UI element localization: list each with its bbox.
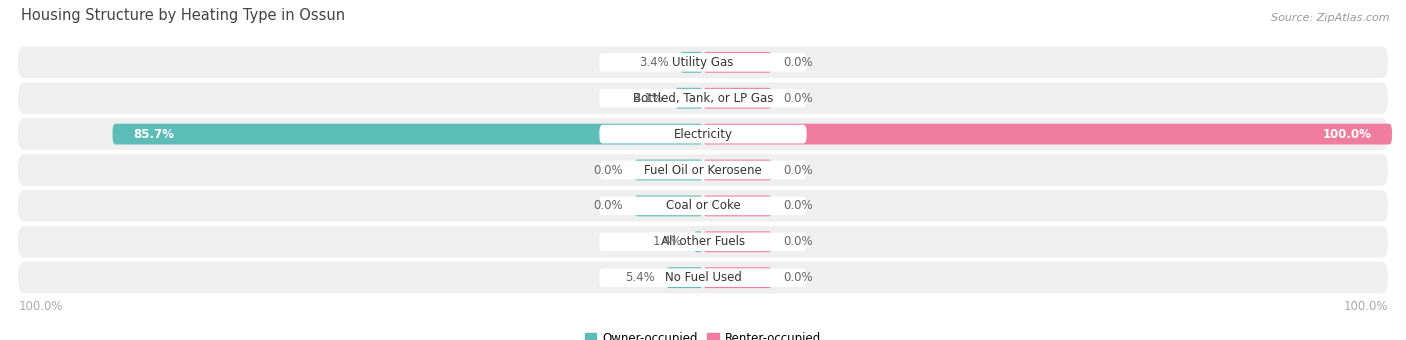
Text: 0.0%: 0.0% <box>593 199 623 212</box>
Text: 0.0%: 0.0% <box>783 271 813 284</box>
Text: 1.4%: 1.4% <box>652 235 682 248</box>
Text: 85.7%: 85.7% <box>134 128 174 141</box>
Text: 100.0%: 100.0% <box>18 300 63 313</box>
FancyBboxPatch shape <box>599 161 807 179</box>
Text: 0.0%: 0.0% <box>783 56 813 69</box>
FancyBboxPatch shape <box>666 267 703 288</box>
FancyBboxPatch shape <box>18 118 1388 150</box>
Text: Utility Gas: Utility Gas <box>672 56 734 69</box>
Text: 0.0%: 0.0% <box>783 199 813 212</box>
Text: 5.4%: 5.4% <box>626 271 655 284</box>
Text: 0.0%: 0.0% <box>783 92 813 105</box>
FancyBboxPatch shape <box>599 89 807 107</box>
Text: 0.0%: 0.0% <box>783 235 813 248</box>
Text: All other Fuels: All other Fuels <box>661 235 745 248</box>
FancyBboxPatch shape <box>18 82 1388 114</box>
FancyBboxPatch shape <box>703 267 772 288</box>
Text: Electricity: Electricity <box>673 128 733 141</box>
Text: 4.1%: 4.1% <box>634 92 664 105</box>
FancyBboxPatch shape <box>18 47 1388 78</box>
Text: Source: ZipAtlas.com: Source: ZipAtlas.com <box>1271 13 1389 23</box>
FancyBboxPatch shape <box>599 268 807 287</box>
FancyBboxPatch shape <box>703 124 1392 144</box>
Text: 3.4%: 3.4% <box>638 56 669 69</box>
FancyBboxPatch shape <box>18 262 1388 293</box>
FancyBboxPatch shape <box>703 195 772 216</box>
Text: 0.0%: 0.0% <box>783 164 813 176</box>
Text: No Fuel Used: No Fuel Used <box>665 271 741 284</box>
FancyBboxPatch shape <box>675 88 703 109</box>
Text: 100.0%: 100.0% <box>1343 300 1388 313</box>
FancyBboxPatch shape <box>679 52 703 73</box>
FancyBboxPatch shape <box>599 53 807 72</box>
Text: Fuel Oil or Kerosene: Fuel Oil or Kerosene <box>644 164 762 176</box>
FancyBboxPatch shape <box>112 124 703 144</box>
FancyBboxPatch shape <box>703 231 772 252</box>
FancyBboxPatch shape <box>18 190 1388 222</box>
Text: Housing Structure by Heating Type in Ossun: Housing Structure by Heating Type in Oss… <box>21 8 344 23</box>
Text: 100.0%: 100.0% <box>1323 128 1371 141</box>
Legend: Owner-occupied, Renter-occupied: Owner-occupied, Renter-occupied <box>579 328 827 340</box>
FancyBboxPatch shape <box>599 233 807 251</box>
FancyBboxPatch shape <box>18 226 1388 258</box>
FancyBboxPatch shape <box>634 195 703 216</box>
FancyBboxPatch shape <box>703 52 772 73</box>
FancyBboxPatch shape <box>703 159 772 181</box>
FancyBboxPatch shape <box>703 88 772 109</box>
FancyBboxPatch shape <box>599 197 807 215</box>
FancyBboxPatch shape <box>634 159 703 181</box>
FancyBboxPatch shape <box>693 231 703 252</box>
Text: Bottled, Tank, or LP Gas: Bottled, Tank, or LP Gas <box>633 92 773 105</box>
FancyBboxPatch shape <box>18 154 1388 186</box>
FancyBboxPatch shape <box>599 125 807 143</box>
Text: 0.0%: 0.0% <box>593 164 623 176</box>
Text: Coal or Coke: Coal or Coke <box>665 199 741 212</box>
